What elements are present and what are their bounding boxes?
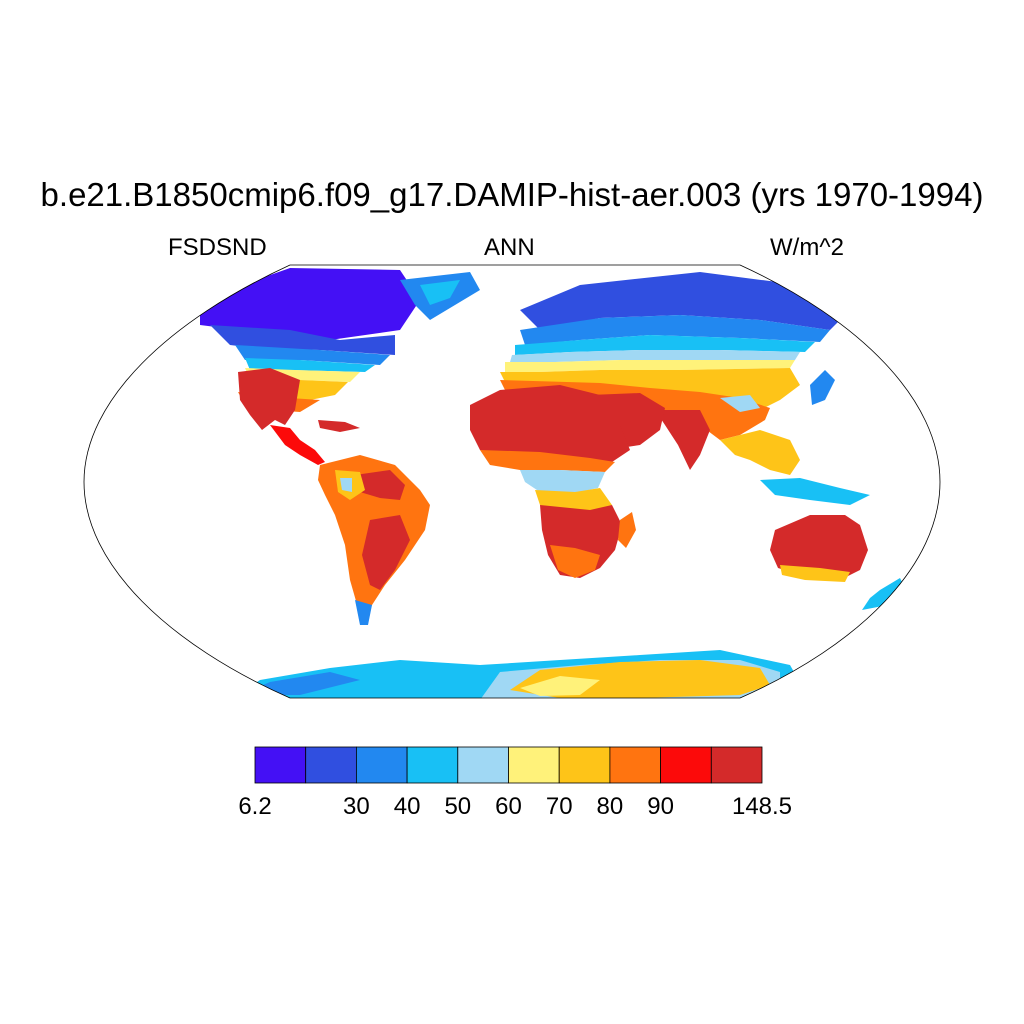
- eurasia-mild: [515, 335, 815, 355]
- greenland-inner: [420, 280, 460, 305]
- eurasia-cool: [520, 315, 830, 345]
- amazon-light: [340, 478, 352, 492]
- colorbar-box-4: [457, 746, 509, 784]
- india: [655, 410, 710, 470]
- colorbar-label-5: 60: [495, 793, 522, 820]
- eurasia-light: [510, 350, 800, 362]
- africa-equator: [520, 470, 605, 495]
- south-america-max: [355, 470, 405, 500]
- land-shading: [200, 268, 906, 698]
- new-zealand: [862, 578, 906, 610]
- indonesia: [760, 478, 870, 505]
- australia: [770, 515, 868, 580]
- north-america-mild: [245, 358, 375, 372]
- colorbar-label-4: 50: [444, 793, 471, 820]
- central-america: [270, 425, 325, 465]
- japan: [810, 370, 835, 405]
- colorbar-box-9: [710, 746, 763, 784]
- colorbar-label-6: 70: [546, 793, 573, 820]
- australia-south: [780, 565, 850, 582]
- colorbar-label-3: 40: [394, 793, 421, 820]
- colorbar-label-8: 90: [647, 793, 674, 820]
- africa-north: [470, 385, 630, 462]
- colorbar-box-8: [660, 746, 712, 784]
- colorbar-label-7: 80: [597, 793, 624, 820]
- colorbar-label-0: 6.2: [238, 793, 271, 820]
- se-asia: [720, 430, 800, 475]
- colorbar-box-2: [355, 746, 408, 784]
- units-label: W/m^2: [770, 234, 844, 261]
- colorbar-box-1: [305, 746, 357, 784]
- africa-south-hot: [550, 545, 600, 578]
- eurasia-pale: [505, 360, 795, 372]
- variable-label: FSDSND: [168, 234, 267, 261]
- colorbar-box-3: [406, 746, 459, 784]
- colorbar-label-2: 30: [343, 793, 370, 820]
- season-label: ANN: [484, 234, 535, 261]
- caribbean: [318, 420, 360, 432]
- madagascar: [618, 512, 636, 548]
- map-outline: [83, 264, 941, 699]
- patagonia: [355, 600, 372, 625]
- colorbar-box-7: [609, 746, 662, 784]
- plot-title: b.e21.B1850cmip6.f09_g17.DAMIP-hist-aer.…: [40, 176, 984, 213]
- sahel: [480, 450, 615, 472]
- antarctica-plateau-pale: [520, 676, 600, 696]
- tibet: [720, 395, 760, 412]
- colorbar-box-5: [508, 746, 560, 784]
- north-america-arctic: [200, 268, 420, 340]
- colorbar-box-6: [558, 746, 611, 784]
- south-america-max-2: [362, 515, 410, 590]
- eurasia-arctic: [520, 272, 850, 330]
- colorbar-label-10: 148.5: [732, 793, 792, 820]
- colorbar-box-0: [254, 746, 307, 784]
- north-america-max: [238, 368, 300, 430]
